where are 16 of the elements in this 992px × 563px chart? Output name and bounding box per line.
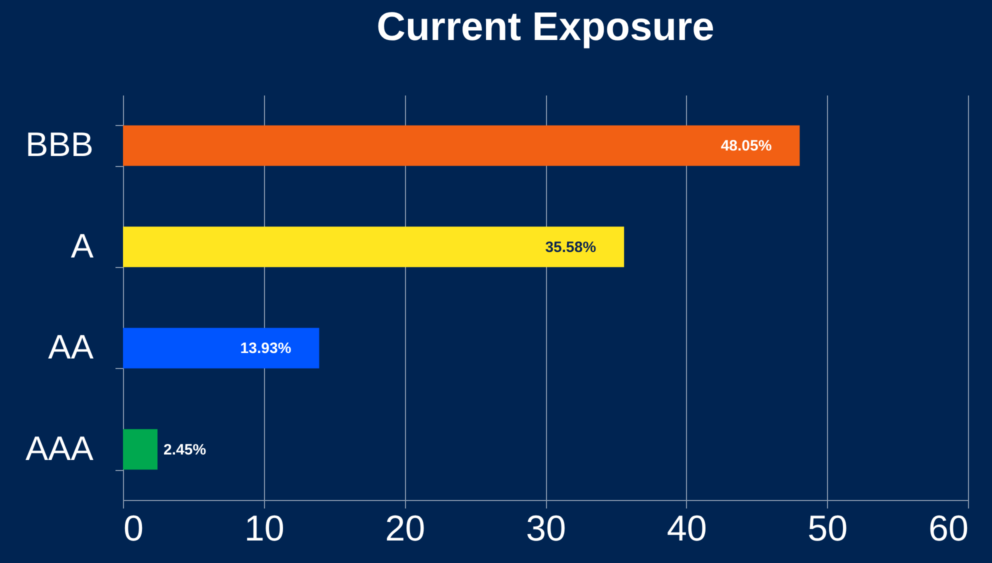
x-tick-label: 30 (526, 508, 566, 548)
y-tick-label: BBB (25, 126, 94, 164)
data-label: 35.58% (545, 238, 596, 256)
data-label: 2.45% (164, 441, 206, 458)
y-tick-label: AA (48, 328, 94, 367)
chart-title: Current Exposure (376, 5, 714, 49)
x-tick-label: 10 (244, 508, 284, 548)
y-tick-label: A (70, 227, 94, 266)
data-label: 48.05% (720, 138, 772, 155)
y-tick-label: AAA (25, 430, 94, 468)
x-tick-label: 0 (124, 508, 144, 548)
x-tick-label: 50 (808, 508, 848, 548)
x-tick-label: 60 (928, 508, 968, 548)
x-tick-label: 20 (385, 508, 426, 548)
data-label: 13.93% (240, 340, 292, 358)
x-tick-label: 40 (666, 508, 707, 548)
